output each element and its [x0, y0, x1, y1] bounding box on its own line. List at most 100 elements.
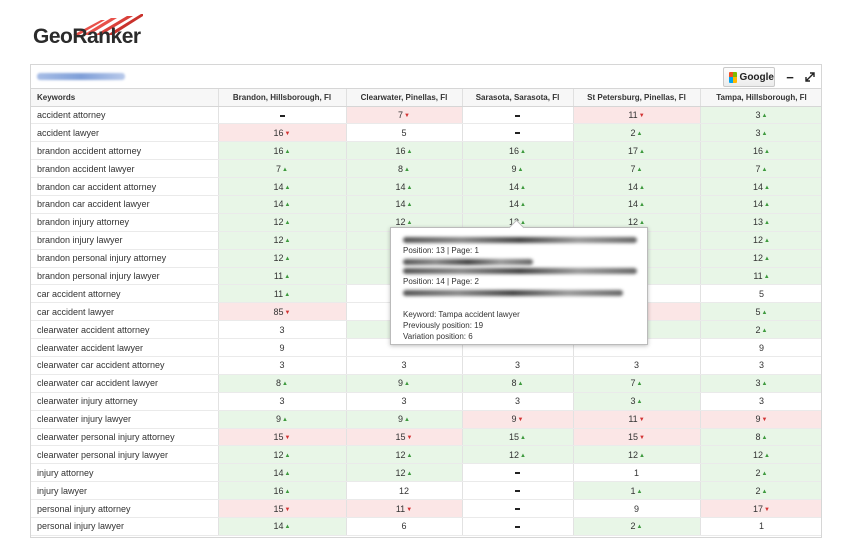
rank-cell[interactable]: 9▼: [462, 410, 574, 429]
rank-cell[interactable]: 9▲: [346, 410, 463, 429]
rank-cell[interactable]: [462, 499, 574, 518]
rank-cell[interactable]: 3: [700, 392, 821, 411]
rank-cell[interactable]: 2▲: [700, 320, 821, 340]
rank-cell[interactable]: 7▲: [700, 159, 821, 179]
rank-cell[interactable]: 15▼: [346, 428, 463, 447]
rank-cell[interactable]: 15▲: [462, 428, 574, 447]
rank-cell[interactable]: 5▲: [700, 302, 821, 322]
rank-cell[interactable]: 14▲: [573, 177, 701, 196]
rank-cell[interactable]: 14▲: [462, 177, 574, 196]
rank-cell[interactable]: 8▲: [462, 374, 574, 393]
rank-cell[interactable]: 12: [346, 481, 463, 501]
rank-cell[interactable]: 9▲: [462, 159, 574, 179]
rank-cell[interactable]: 12▲: [700, 249, 821, 268]
rank-cell[interactable]: 11▼: [346, 499, 463, 518]
rank-cell[interactable]: 14▲: [218, 195, 347, 214]
column-header-location[interactable]: Tampa, Hillsborough, Fl: [700, 89, 821, 107]
rank-cell[interactable]: 85▼: [218, 302, 347, 322]
rank-cell[interactable]: 16▲: [700, 141, 821, 161]
rank-cell[interactable]: 14▲: [218, 517, 347, 536]
rank-cell[interactable]: 1▲: [573, 481, 701, 501]
rank-cell[interactable]: 3: [573, 356, 701, 375]
rank-cell[interactable]: [462, 517, 574, 536]
rank-cell[interactable]: 11▲: [700, 267, 821, 286]
rank-cell[interactable]: 11▼: [573, 106, 701, 125]
rank-cell[interactable]: 12▲: [218, 213, 347, 232]
rank-cell[interactable]: 12▲: [462, 445, 574, 465]
rank-cell[interactable]: 5: [346, 123, 463, 143]
rank-cell[interactable]: 9▼: [700, 410, 821, 429]
rank-cell[interactable]: 9: [218, 338, 347, 357]
rank-cell[interactable]: 16▼: [218, 123, 347, 143]
rank-cell[interactable]: 15▼: [218, 499, 347, 518]
rank-cell[interactable]: 15▼: [573, 428, 701, 447]
rank-cell[interactable]: [218, 106, 347, 125]
rank-cell[interactable]: 3▲: [700, 106, 821, 125]
rank-cell[interactable]: 2▲: [700, 463, 821, 483]
rank-cell[interactable]: 9: [573, 499, 701, 518]
column-header-keywords[interactable]: Keywords: [31, 89, 219, 107]
expand-icon[interactable]: [801, 68, 819, 86]
rank-cell[interactable]: 14▲: [700, 195, 821, 214]
rank-cell[interactable]: 16▲: [462, 141, 574, 161]
rank-cell[interactable]: 16▲: [218, 481, 347, 501]
rank-cell[interactable]: 14▲: [346, 177, 463, 196]
rank-cell[interactable]: 12▲: [218, 249, 347, 268]
rank-cell[interactable]: 12▲: [346, 463, 463, 483]
rank-cell[interactable]: 3▲: [573, 392, 701, 411]
rank-cell[interactable]: 1: [573, 463, 701, 483]
rank-cell[interactable]: 14▲: [462, 195, 574, 214]
rank-cell[interactable]: 3▲: [700, 123, 821, 143]
rank-cell[interactable]: 3: [346, 356, 463, 375]
rank-cell[interactable]: 2▲: [573, 517, 701, 536]
rank-cell[interactable]: 16▲: [218, 141, 347, 161]
rank-cell[interactable]: 14▲: [700, 177, 821, 196]
rank-cell[interactable]: 16▲: [346, 141, 463, 161]
rank-cell[interactable]: 12▲: [700, 231, 821, 250]
rank-cell[interactable]: 3: [218, 392, 347, 411]
rank-cell[interactable]: 12▲: [218, 445, 347, 465]
rank-cell[interactable]: 11▼: [573, 410, 701, 429]
rank-cell[interactable]: 3: [346, 392, 463, 411]
rank-cell[interactable]: 12▲: [700, 445, 821, 465]
rank-cell[interactable]: 5: [700, 284, 821, 304]
rank-cell[interactable]: 2▲: [700, 481, 821, 501]
rank-cell[interactable]: 3: [218, 320, 347, 340]
column-header-location[interactable]: Brandon, Hillsborough, Fl: [218, 89, 347, 107]
rank-cell[interactable]: 7▲: [218, 159, 347, 179]
rank-cell[interactable]: 3▲: [700, 374, 821, 393]
rank-cell[interactable]: 14▲: [346, 195, 463, 214]
rank-cell[interactable]: 12▲: [218, 231, 347, 250]
rank-cell[interactable]: 9▲: [218, 410, 347, 429]
rank-cell[interactable]: 9: [700, 338, 821, 357]
google-engine-button[interactable]: Google: [723, 67, 775, 87]
rank-cell[interactable]: 3: [462, 356, 574, 375]
rank-cell[interactable]: 8▲: [700, 428, 821, 447]
rank-cell[interactable]: [462, 123, 574, 143]
column-header-location[interactable]: Clearwater, Pinellas, Fl: [346, 89, 463, 107]
rank-cell[interactable]: 11▲: [218, 284, 347, 304]
rank-cell[interactable]: [462, 463, 574, 483]
rank-cell[interactable]: 14▲: [218, 177, 347, 196]
rank-cell[interactable]: 1: [700, 517, 821, 536]
rank-cell[interactable]: 7▲: [573, 374, 701, 393]
rank-cell[interactable]: 14▲: [573, 195, 701, 214]
rank-cell[interactable]: 2▲: [573, 123, 701, 143]
column-header-location[interactable]: Sarasota, Sarasota, Fl: [462, 89, 574, 107]
rank-cell[interactable]: 7▼: [346, 106, 463, 125]
rank-cell[interactable]: 3: [218, 356, 347, 375]
rank-cell[interactable]: 17▲: [573, 141, 701, 161]
rank-cell[interactable]: [462, 106, 574, 125]
rank-cell[interactable]: 3: [462, 392, 574, 411]
rank-cell[interactable]: 12▲: [346, 445, 463, 465]
rank-cell[interactable]: 14▲: [218, 463, 347, 483]
column-header-location[interactable]: St Petersburg, Pinellas, Fl: [573, 89, 701, 107]
rank-cell[interactable]: 8▲: [346, 159, 463, 179]
rank-cell[interactable]: 9▲: [346, 374, 463, 393]
rank-cell[interactable]: 6: [346, 517, 463, 536]
rank-cell[interactable]: 8▲: [218, 374, 347, 393]
rank-cell[interactable]: 17▼: [700, 499, 821, 518]
minimize-icon[interactable]: −: [786, 69, 794, 85]
rank-cell[interactable]: 13▲: [700, 213, 821, 232]
rank-cell[interactable]: 11▲: [218, 267, 347, 286]
